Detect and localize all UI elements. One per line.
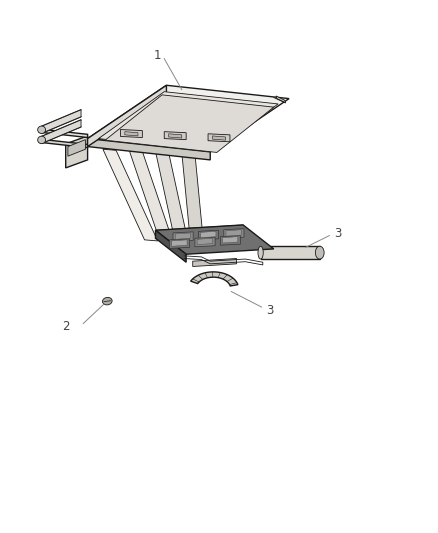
- Polygon shape: [120, 130, 142, 138]
- Polygon shape: [226, 230, 241, 236]
- Polygon shape: [129, 150, 173, 242]
- Polygon shape: [99, 92, 278, 151]
- Polygon shape: [105, 95, 274, 152]
- Polygon shape: [198, 230, 219, 240]
- Polygon shape: [224, 229, 244, 238]
- Polygon shape: [42, 110, 81, 133]
- Ellipse shape: [258, 246, 263, 259]
- Polygon shape: [103, 149, 158, 241]
- Polygon shape: [39, 129, 88, 138]
- Ellipse shape: [38, 136, 46, 143]
- Polygon shape: [88, 85, 166, 147]
- Polygon shape: [175, 233, 191, 239]
- Polygon shape: [169, 134, 182, 138]
- Polygon shape: [66, 136, 88, 168]
- Polygon shape: [193, 259, 237, 266]
- Polygon shape: [42, 120, 81, 143]
- Text: 2: 2: [62, 320, 69, 333]
- Polygon shape: [170, 239, 190, 248]
- Polygon shape: [164, 132, 186, 140]
- Polygon shape: [39, 139, 88, 148]
- Polygon shape: [155, 225, 274, 254]
- Polygon shape: [223, 237, 238, 243]
- Polygon shape: [212, 136, 226, 140]
- Polygon shape: [276, 96, 286, 103]
- Ellipse shape: [38, 126, 46, 134]
- Text: 3: 3: [334, 227, 341, 240]
- Polygon shape: [155, 225, 243, 238]
- Polygon shape: [155, 151, 188, 243]
- Polygon shape: [172, 240, 187, 246]
- Polygon shape: [191, 272, 238, 286]
- Polygon shape: [182, 152, 204, 244]
- Text: 3: 3: [266, 304, 273, 317]
- Polygon shape: [208, 134, 230, 142]
- Text: 1: 1: [154, 50, 161, 62]
- Polygon shape: [155, 230, 186, 262]
- Polygon shape: [261, 246, 320, 259]
- Polygon shape: [195, 237, 215, 247]
- Polygon shape: [88, 139, 210, 160]
- Ellipse shape: [102, 297, 112, 305]
- Polygon shape: [88, 85, 289, 152]
- Polygon shape: [173, 232, 193, 241]
- Polygon shape: [220, 236, 240, 245]
- Ellipse shape: [315, 246, 324, 259]
- Polygon shape: [197, 238, 212, 245]
- Polygon shape: [201, 231, 216, 238]
- Polygon shape: [125, 132, 138, 136]
- Polygon shape: [68, 140, 85, 156]
